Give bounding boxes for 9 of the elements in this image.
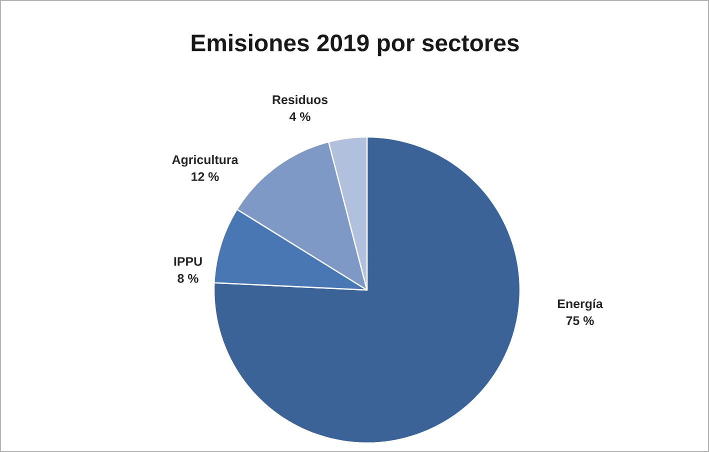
data-label: 75 % [566, 316, 594, 326]
slice-label: Residuos [272, 94, 328, 104]
data-label: 4 % [289, 112, 310, 122]
slice-label: Energía [558, 298, 603, 311]
slice-label: Agricultura [172, 154, 238, 167]
chart-title: Emisiones 2019 por sectores [192, 34, 519, 56]
data-label: 12 % [192, 172, 219, 182]
data-label: 8 % [178, 274, 198, 283]
slice-label: IPPU [174, 257, 202, 266]
